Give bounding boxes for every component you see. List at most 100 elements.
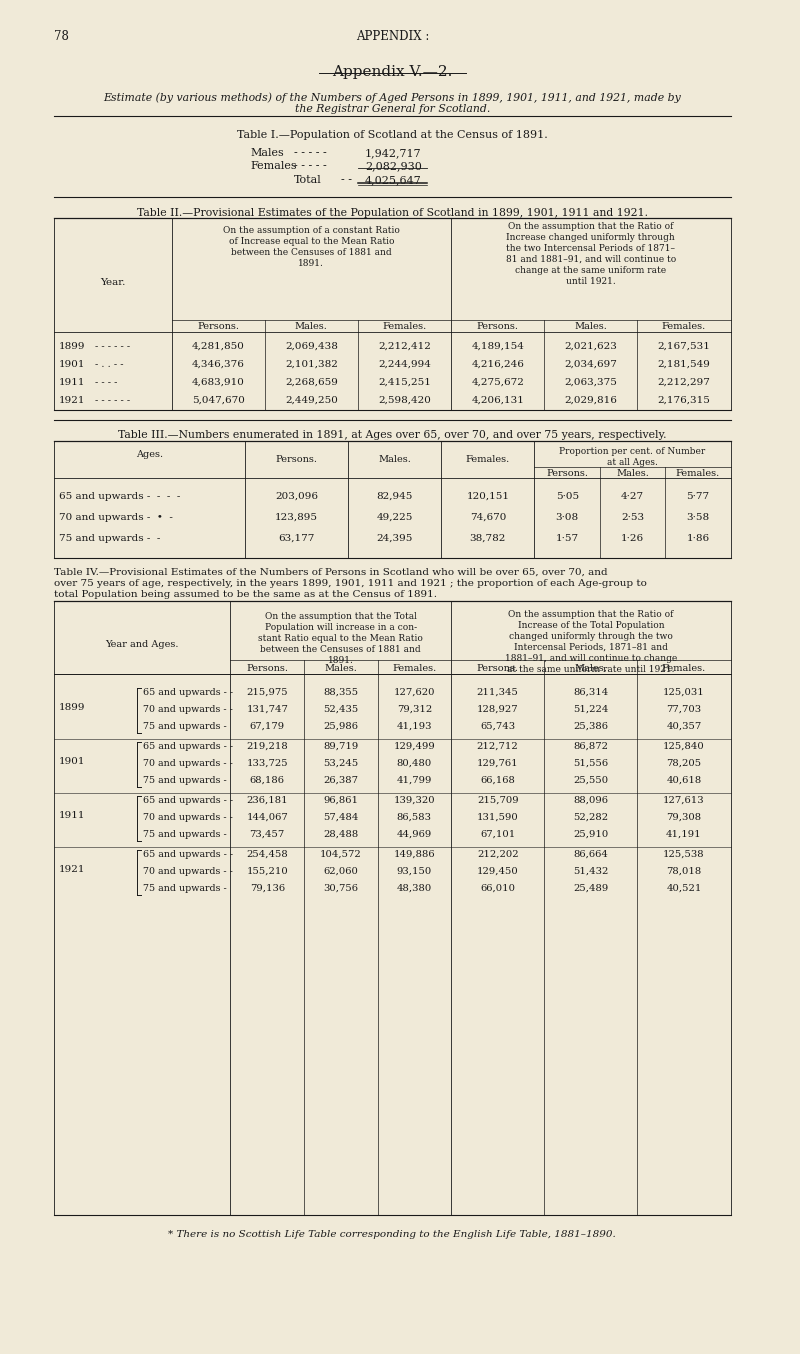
Text: 86,872: 86,872 <box>574 742 608 751</box>
Text: Ages.: Ages. <box>136 450 163 459</box>
Text: 67,101: 67,101 <box>480 830 515 839</box>
Text: 212,202: 212,202 <box>477 850 518 858</box>
Text: 25,910: 25,910 <box>574 830 609 839</box>
Text: 66,168: 66,168 <box>480 776 515 785</box>
Text: 57,484: 57,484 <box>323 812 358 822</box>
Text: 1891.: 1891. <box>328 655 354 665</box>
Text: 2,181,549: 2,181,549 <box>658 360 710 370</box>
Text: 41,193: 41,193 <box>397 722 432 731</box>
Text: 131,590: 131,590 <box>477 812 518 822</box>
Text: 65,743: 65,743 <box>480 722 515 731</box>
Text: On the assumption that the Ratio of: On the assumption that the Ratio of <box>508 611 674 619</box>
Text: 2,063,375: 2,063,375 <box>564 378 618 387</box>
Text: 44,969: 44,969 <box>397 830 432 839</box>
Text: 86,664: 86,664 <box>574 850 608 858</box>
Text: Increase changed uniformly through: Increase changed uniformly through <box>506 233 675 242</box>
Text: Males.: Males. <box>574 663 607 673</box>
Text: Females.: Females. <box>392 663 437 673</box>
Text: 1921: 1921 <box>59 865 86 873</box>
Text: 203,096: 203,096 <box>275 492 318 501</box>
Text: 2,212,297: 2,212,297 <box>658 378 710 387</box>
Text: 70 and upwards - -: 70 and upwards - - <box>143 812 233 822</box>
Text: 82,945: 82,945 <box>377 492 413 501</box>
Text: Females.: Females. <box>676 468 720 478</box>
Text: 75 and upwards -: 75 and upwards - <box>143 884 227 894</box>
Text: 65 and upwards - -: 65 and upwards - - <box>143 688 234 697</box>
Text: 5,047,670: 5,047,670 <box>192 395 245 405</box>
Text: 3·58: 3·58 <box>686 513 710 523</box>
Text: 1·26: 1·26 <box>621 533 644 543</box>
Text: 2,598,420: 2,598,420 <box>378 395 431 405</box>
Text: 24,395: 24,395 <box>377 533 413 543</box>
Text: 123,895: 123,895 <box>275 513 318 523</box>
Text: On the assumption of a constant Ratio: On the assumption of a constant Ratio <box>223 226 400 236</box>
Text: 2,034,697: 2,034,697 <box>564 360 618 370</box>
Text: 25,986: 25,986 <box>323 722 358 731</box>
Text: 2,029,816: 2,029,816 <box>564 395 618 405</box>
Text: 63,177: 63,177 <box>278 533 315 543</box>
Text: 52,282: 52,282 <box>574 812 608 822</box>
Text: 80,480: 80,480 <box>397 760 432 768</box>
Text: 78: 78 <box>54 30 69 43</box>
Text: - - - - -: - - - - - <box>294 161 327 171</box>
Text: 79,136: 79,136 <box>250 884 285 894</box>
Text: 2,069,438: 2,069,438 <box>285 343 338 351</box>
Text: 74,670: 74,670 <box>470 513 506 523</box>
Text: 41,191: 41,191 <box>666 830 702 839</box>
Text: 25,489: 25,489 <box>574 884 609 894</box>
Text: 1901: 1901 <box>59 757 86 766</box>
Text: 219,218: 219,218 <box>246 742 288 751</box>
Text: APPENDIX :: APPENDIX : <box>355 30 429 43</box>
Text: 2,449,250: 2,449,250 <box>285 395 338 405</box>
Text: change at the same uniform rate: change at the same uniform rate <box>515 265 666 275</box>
Text: 70 and upwards -  •  -: 70 and upwards - • - <box>59 513 173 523</box>
Text: at the same uniform rate until 1921.: at the same uniform rate until 1921. <box>507 665 674 674</box>
Text: 127,620: 127,620 <box>394 688 435 697</box>
Text: 28,488: 28,488 <box>323 830 358 839</box>
Text: 75 and upwards -: 75 and upwards - <box>143 776 227 785</box>
Text: 4,206,131: 4,206,131 <box>471 395 524 405</box>
Text: Females: Females <box>250 161 297 171</box>
Text: 1899: 1899 <box>59 703 86 712</box>
Text: 125,840: 125,840 <box>663 742 705 751</box>
Text: 88,096: 88,096 <box>574 796 608 806</box>
Text: 53,245: 53,245 <box>323 760 358 768</box>
Text: Males.: Males. <box>324 663 358 673</box>
Text: 65 and upwards - -: 65 and upwards - - <box>143 796 234 806</box>
Text: 215,975: 215,975 <box>246 688 288 697</box>
Text: Females.: Females. <box>466 455 510 464</box>
Text: the Registrar General for Scotland.: the Registrar General for Scotland. <box>294 104 490 114</box>
Text: 1911: 1911 <box>59 378 86 387</box>
Text: 75 and upwards -  -: 75 and upwards - - <box>59 533 160 543</box>
Text: 51,556: 51,556 <box>574 760 608 768</box>
Text: 30,756: 30,756 <box>323 884 358 894</box>
Text: 4,025,647: 4,025,647 <box>365 175 422 185</box>
Text: Persons.: Persons. <box>477 322 518 330</box>
Text: 127,613: 127,613 <box>663 796 705 806</box>
Text: Increase of the Total Population: Increase of the Total Population <box>518 621 664 630</box>
Text: stant Ratio equal to the Mean Ratio: stant Ratio equal to the Mean Ratio <box>258 634 423 643</box>
Text: 4,281,850: 4,281,850 <box>192 343 245 351</box>
Text: Males.: Males. <box>378 455 411 464</box>
Text: 133,725: 133,725 <box>246 760 288 768</box>
Text: 25,386: 25,386 <box>574 722 608 731</box>
Text: Proportion per cent. of Number: Proportion per cent. of Number <box>559 447 706 456</box>
Text: Table II.—Provisional Estimates of the Population of Scotland in 1899, 1901, 191: Table II.—Provisional Estimates of the P… <box>137 209 648 218</box>
Text: Persons.: Persons. <box>477 663 518 673</box>
Text: 41,799: 41,799 <box>397 776 432 785</box>
Text: 2·53: 2·53 <box>621 513 644 523</box>
Text: - - - - - -: - - - - - - <box>95 343 130 351</box>
Text: On the assumption that the Ratio of: On the assumption that the Ratio of <box>508 222 674 232</box>
Text: 51,224: 51,224 <box>573 705 609 714</box>
Text: 78,018: 78,018 <box>666 867 702 876</box>
Text: Year and Ages.: Year and Ages. <box>106 640 179 649</box>
Text: Persons.: Persons. <box>246 663 288 673</box>
Text: * There is no Scottish Life Table corresponding to the English Life Table, 1881–: * There is no Scottish Life Table corres… <box>168 1229 616 1239</box>
Text: 51,432: 51,432 <box>573 867 609 876</box>
Text: 26,387: 26,387 <box>323 776 358 785</box>
Text: 75 and upwards -: 75 and upwards - <box>143 830 227 839</box>
Text: of Increase equal to the Mean Ratio: of Increase equal to the Mean Ratio <box>229 237 394 246</box>
Text: 1·86: 1·86 <box>686 533 710 543</box>
Text: Persons.: Persons. <box>276 455 318 464</box>
Text: between the Censuses of 1881 and: between the Censuses of 1881 and <box>261 645 421 654</box>
